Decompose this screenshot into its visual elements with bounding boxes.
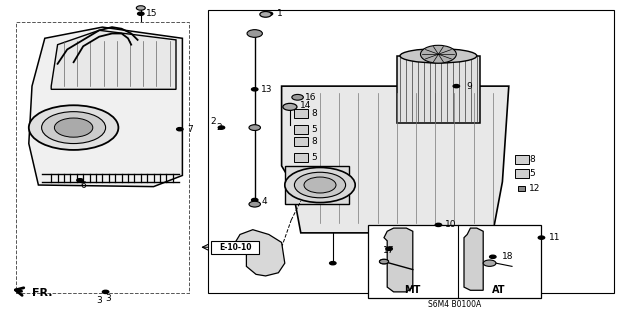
Text: 8: 8 [529,155,535,164]
Bar [16,22,189,293]
Text: 13: 13 [261,85,273,94]
Circle shape [283,103,297,110]
Circle shape [294,172,346,198]
Circle shape [263,13,268,16]
Text: 17: 17 [383,246,394,255]
Polygon shape [282,86,509,233]
Circle shape [285,167,355,203]
Circle shape [102,290,109,293]
Text: 8: 8 [311,109,317,118]
Text: 16: 16 [305,93,317,102]
Circle shape [266,12,273,15]
Bar [294,109,308,118]
Bar [515,155,529,164]
Text: 7: 7 [188,125,193,134]
Polygon shape [285,166,349,204]
Circle shape [252,88,258,91]
Circle shape [453,85,460,88]
Text: 14: 14 [300,101,312,110]
Circle shape [138,12,144,15]
Circle shape [538,236,545,239]
Circle shape [250,202,259,206]
Text: FR.: FR. [32,287,52,298]
Bar [294,125,308,134]
Polygon shape [464,228,483,290]
Circle shape [292,94,303,100]
Text: 8: 8 [311,137,317,146]
Circle shape [249,125,260,130]
Circle shape [304,177,336,193]
Text: 5: 5 [311,125,317,134]
Bar [208,10,614,293]
Text: 5: 5 [529,169,535,178]
Text: 11: 11 [549,233,561,242]
Text: 4: 4 [261,197,267,206]
Text: 15: 15 [146,9,157,18]
Circle shape [247,30,262,37]
Text: 10: 10 [445,220,456,229]
Ellipse shape [400,48,477,63]
Text: 6: 6 [80,181,86,189]
Circle shape [218,126,225,129]
Text: 1: 1 [277,9,283,18]
Circle shape [177,128,183,131]
Text: AT: AT [492,285,506,295]
Bar [294,153,308,162]
Circle shape [248,30,261,37]
Text: 9: 9 [466,82,472,91]
Circle shape [435,223,442,226]
Circle shape [29,105,118,150]
Text: 3: 3 [97,296,102,305]
Text: 2: 2 [210,117,216,126]
Text: 12: 12 [529,184,541,193]
Circle shape [386,247,392,250]
Circle shape [249,201,260,207]
Circle shape [252,198,258,202]
Polygon shape [51,30,176,89]
Circle shape [260,11,271,17]
Circle shape [420,45,456,63]
Bar [397,56,480,123]
Text: 3: 3 [106,294,111,303]
Circle shape [483,260,496,266]
Circle shape [77,179,83,182]
Text: 18: 18 [502,252,514,261]
Circle shape [54,118,93,137]
Text: S6M4 B0100A: S6M4 B0100A [428,300,481,308]
Circle shape [136,6,145,10]
Circle shape [42,112,106,144]
Text: 5: 5 [311,153,317,162]
Circle shape [490,255,496,258]
Circle shape [330,262,336,265]
Polygon shape [230,230,285,276]
Bar [515,169,529,178]
Circle shape [380,259,388,264]
Bar [294,137,308,146]
Bar [368,225,541,298]
Polygon shape [384,228,413,292]
Text: MT: MT [404,285,421,295]
Text: 2: 2 [216,123,222,132]
Polygon shape [29,27,182,187]
Text: E-10-10: E-10-10 [219,243,252,252]
Circle shape [380,259,388,264]
Circle shape [294,96,301,99]
Circle shape [250,125,259,130]
Bar [518,186,525,191]
Bar [211,241,259,254]
